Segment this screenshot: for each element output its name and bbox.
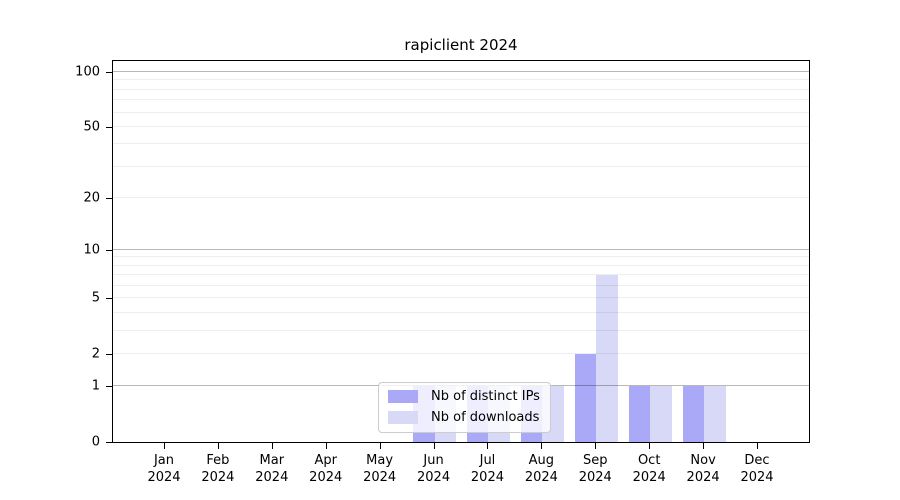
y-tick-label-0: 0 xyxy=(91,434,100,450)
plot-area: Nb of distinct IPs Nb of downloads xyxy=(112,60,810,443)
y-tick-10 xyxy=(106,249,112,251)
x-tick-label-jun: Jun 2024 xyxy=(417,453,451,485)
legend-label-downloads: Nb of downloads xyxy=(431,410,540,425)
y-axis: 0 1 2 5 10 20 50 100 xyxy=(0,60,112,449)
y-tick-100 xyxy=(106,72,112,74)
y-tick-label-50: 50 xyxy=(83,119,100,135)
x-tick-dec xyxy=(757,443,758,449)
x-tick-label-oct: Oct 2024 xyxy=(632,453,666,485)
chart-title: rapiclient 2024 xyxy=(404,36,518,54)
bar-nb-of-downloads-oct xyxy=(650,386,672,442)
y-tick-0 xyxy=(106,442,112,443)
x-tick-mar xyxy=(271,443,273,449)
x-tick-label-mar: Mar 2024 xyxy=(255,453,289,485)
legend-item-downloads: Nb of downloads xyxy=(388,410,540,425)
legend-label-distinct-ips: Nb of distinct IPs xyxy=(431,389,540,404)
legend-swatch-downloads xyxy=(388,411,418,424)
x-axis: Jan 2024 Feb 2024 Mar 2024 Apr 2024 May 2024 Jun 20… xyxy=(112,443,810,498)
x-tick-sep xyxy=(595,443,597,449)
y-tick-label-100: 100 xyxy=(75,64,100,80)
y-tick-label-20: 20 xyxy=(83,190,100,206)
bar-nb-of-distinct-ips-oct xyxy=(628,386,651,442)
y-tick-label-5: 5 xyxy=(91,290,100,306)
y-tick-label-1: 1 xyxy=(91,378,100,394)
x-tick-jan xyxy=(164,443,165,449)
x-tick-label-may: May 2024 xyxy=(363,453,397,485)
x-tick-label-feb: Feb 2024 xyxy=(201,453,235,485)
y-tick-label-2: 2 xyxy=(91,346,100,362)
y-tick-label-10: 10 xyxy=(83,242,100,258)
bar-nb-of-downloads-nov xyxy=(704,386,726,442)
legend: Nb of distinct IPs Nb of downloads xyxy=(378,382,551,433)
x-tick-label-dec: Dec 2024 xyxy=(740,453,774,485)
y-tick-1 xyxy=(106,386,112,388)
x-tick-label-apr: Apr 2024 xyxy=(309,453,343,485)
legend-item-distinct-ips: Nb of distinct IPs xyxy=(388,389,540,404)
x-tick-oct xyxy=(649,443,651,449)
y-tick-5 xyxy=(106,298,112,300)
x-tick-label-sep: Sep 2024 xyxy=(578,453,612,485)
x-tick-label-jul: Jul 2024 xyxy=(470,453,504,485)
x-tick-jun xyxy=(433,443,435,449)
y-tick-50 xyxy=(106,126,112,128)
x-tick-aug xyxy=(541,443,543,449)
x-tick-nov xyxy=(703,443,705,449)
bar-nb-of-downloads-sep xyxy=(596,275,618,442)
x-tick-label-nov: Nov 2024 xyxy=(686,453,720,485)
y-tick-20 xyxy=(106,197,112,199)
x-tick-may xyxy=(379,443,381,449)
x-tick-feb xyxy=(217,443,219,449)
bar-nb-of-distinct-ips-sep xyxy=(574,353,597,442)
legend-swatch-distinct-ips xyxy=(388,390,418,403)
x-tick-label-aug: Aug 2024 xyxy=(524,453,558,485)
x-tick-label-jan: Jan 2024 xyxy=(147,453,181,485)
x-tick-jul xyxy=(487,443,489,449)
x-tick-apr xyxy=(325,443,327,449)
bar-nb-of-distinct-ips-nov xyxy=(682,386,705,442)
y-tick-2 xyxy=(106,353,112,355)
